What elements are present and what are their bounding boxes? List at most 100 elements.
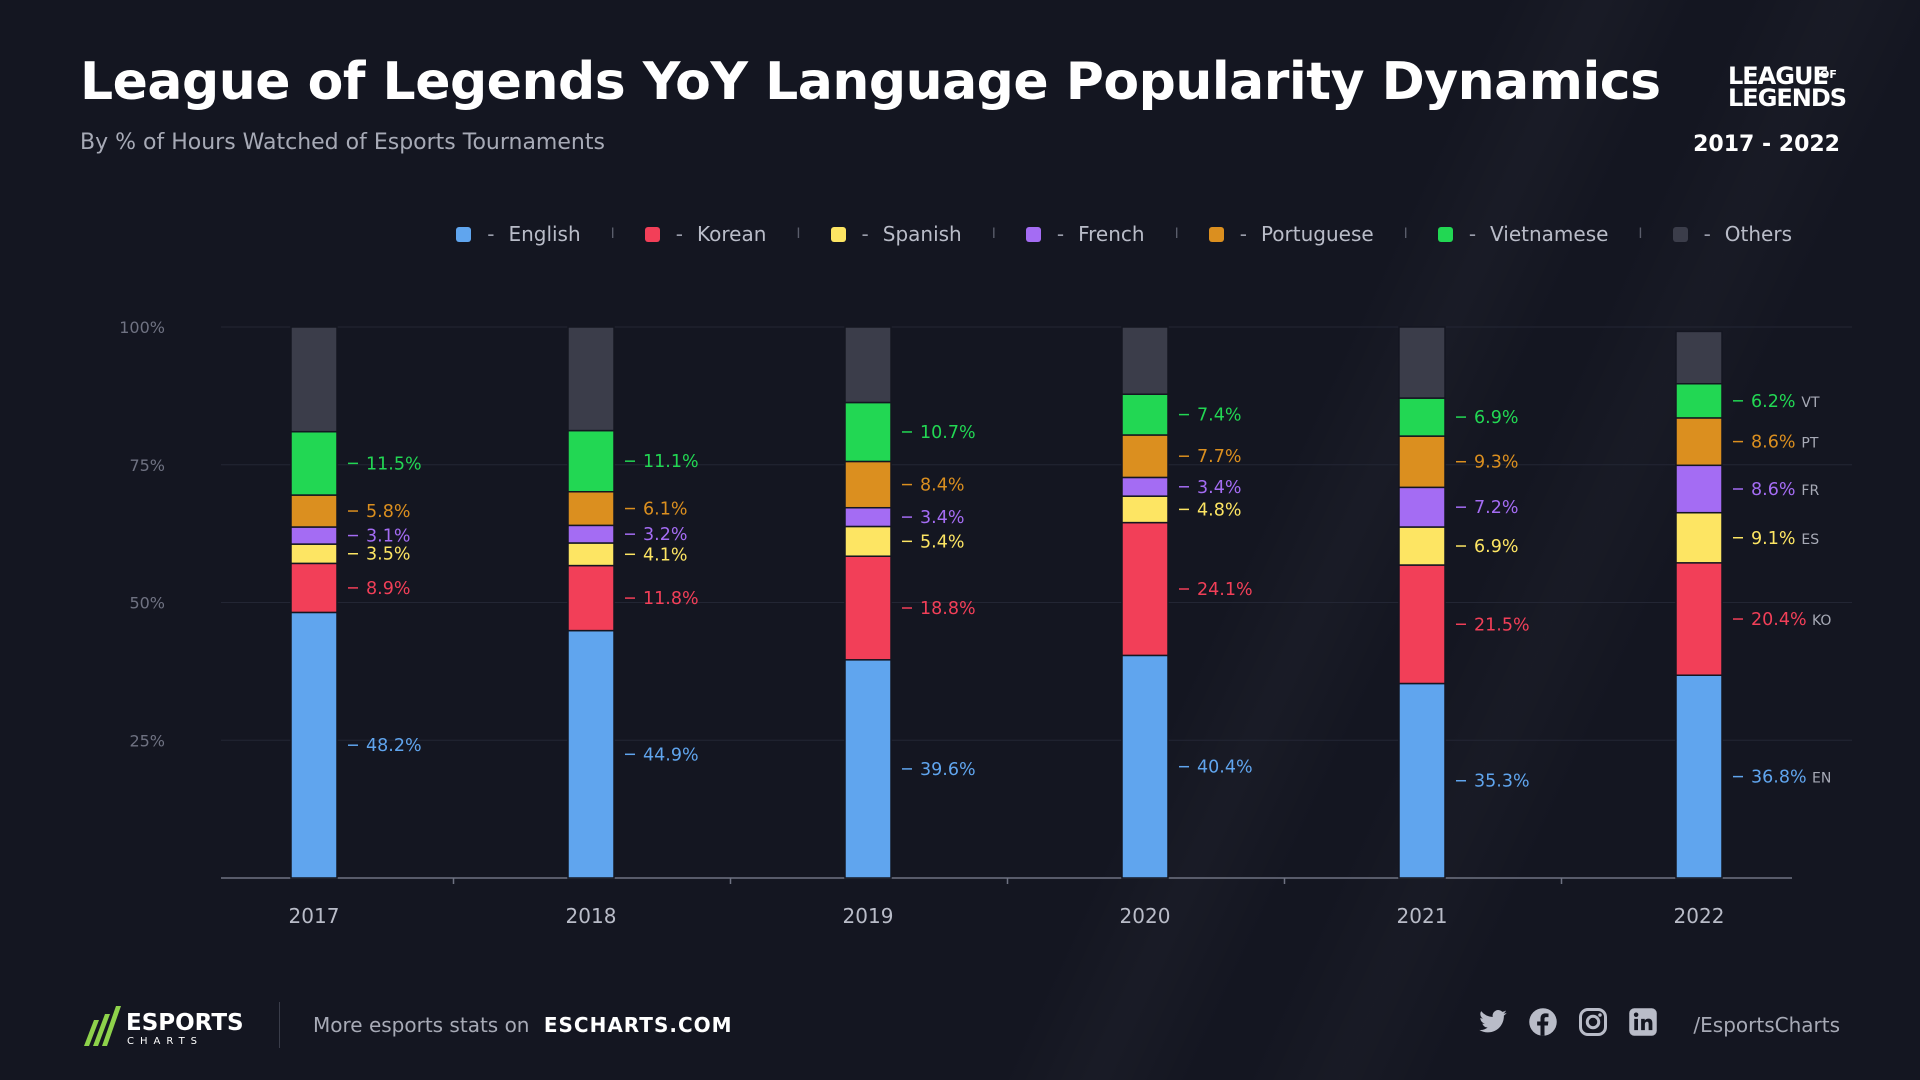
- legend-swatch: [1437, 226, 1453, 242]
- footer-promo: More esports stats on ESCHARTS.COM: [313, 1013, 733, 1037]
- data-label: 9.3%: [1474, 453, 1518, 473]
- logo-of: OF: [1820, 68, 1837, 81]
- twitter-icon[interactable]: [1478, 1007, 1508, 1037]
- bar-segment-others-2021: [1398, 326, 1446, 399]
- bar-segment-french-2021: [1398, 486, 1446, 528]
- linkedin-icon[interactable]: [1628, 1007, 1658, 1037]
- bar-segment-spanish-2022: [1675, 511, 1723, 564]
- bar-segment-vietnamese-2017: [290, 430, 338, 496]
- data-label: 5.8%: [366, 502, 410, 522]
- series-abbr-label: ES: [1801, 532, 1819, 548]
- social-links: [1478, 1007, 1658, 1037]
- legend-dash: -: [861, 222, 869, 246]
- bar-segment-english-2019: [844, 659, 892, 879]
- legend-item-korean: - Korean: [644, 222, 766, 246]
- data-label: 7.4%: [1197, 406, 1241, 426]
- legend-item-english: - English: [456, 222, 581, 246]
- chart-subtitle: By % of Hours Watched of Esports Tournam…: [80, 130, 605, 155]
- social-handle[interactable]: /EsportsCharts: [1693, 1013, 1840, 1037]
- legend-separator: I: [796, 226, 801, 242]
- legend-dash: -: [1056, 222, 1065, 246]
- bar-segment-portuguese-2022: [1675, 417, 1723, 467]
- legend-label: Portuguese: [1260, 222, 1374, 246]
- x-tick-label: 2022: [1674, 904, 1725, 928]
- bar-segment-spanish-2017: [290, 543, 338, 565]
- period-label: 2017 - 2022: [1693, 132, 1840, 157]
- data-label: 7.2%: [1474, 498, 1518, 518]
- bar-segment-french-2017: [290, 526, 338, 545]
- bar-segment-english-2020: [1121, 654, 1169, 879]
- instagram-icon[interactable]: [1578, 1007, 1608, 1037]
- logo-mark-stroke-3: [102, 1006, 121, 1046]
- bar-segment-french-2020: [1121, 476, 1169, 497]
- footer-site-link[interactable]: ESCHARTS.COM: [543, 1013, 733, 1037]
- facebook-icon[interactable]: [1528, 1007, 1558, 1037]
- chart-legend: - English I - Korean I - Spanish I - French I - Portu…: [456, 222, 1792, 246]
- legend-item-spanish: - Spanish: [830, 222, 962, 246]
- x-tick-label: 2019: [843, 904, 894, 928]
- legend-swatch: [1208, 226, 1224, 242]
- bar-segment-others-2022: [1675, 330, 1723, 385]
- bar-segment-korean-2021: [1398, 564, 1446, 685]
- logo-mark-stroke-1: [84, 1020, 99, 1046]
- data-label: 8.6%: [1751, 433, 1795, 453]
- bar-segment-spanish-2019: [844, 525, 892, 557]
- data-label: 4.1%: [643, 545, 687, 565]
- footer-text: More esports stats on: [313, 1013, 530, 1037]
- bar-segment-vietnamese-2018: [567, 429, 615, 493]
- data-label: 6.9%: [1474, 537, 1518, 557]
- bar-segment-english-2022: [1675, 674, 1723, 879]
- data-label: 11.5%: [366, 454, 422, 474]
- bar-segment-portuguese-2020: [1121, 434, 1169, 479]
- data-label: 11.8%: [643, 589, 699, 609]
- y-tick-label: 25%: [129, 731, 165, 750]
- bar-segment-others-2020: [1121, 326, 1169, 395]
- data-label: 36.8%: [1751, 768, 1807, 788]
- x-tick-label: 2021: [1397, 904, 1448, 928]
- logo-line1: LEAGUE: [1728, 62, 1829, 90]
- data-label: 40.4%: [1197, 758, 1253, 778]
- legend-swatch: [644, 226, 660, 242]
- data-label: 21.5%: [1474, 615, 1530, 635]
- data-label: 8.6%: [1751, 480, 1795, 500]
- legend-item-french: - French: [1025, 222, 1145, 246]
- x-tick-label: 2020: [1120, 904, 1171, 928]
- bar-segment-english-2018: [567, 629, 615, 879]
- legend-item-others: - Others: [1672, 222, 1792, 246]
- legend-swatch: [830, 226, 846, 242]
- data-label: 8.4%: [920, 476, 964, 496]
- legend-separator: I: [1174, 226, 1179, 242]
- data-label: 11.1%: [643, 452, 699, 472]
- legend-dash: -: [1239, 222, 1247, 246]
- data-label: 3.2%: [643, 525, 687, 545]
- data-label: 7.7%: [1197, 447, 1241, 467]
- legend-label: Spanish: [882, 222, 962, 246]
- legend-label: French: [1078, 222, 1145, 246]
- bar-segment-spanish-2021: [1398, 526, 1446, 566]
- bar-segment-vietnamese-2022: [1675, 383, 1723, 419]
- data-label: 6.9%: [1474, 408, 1518, 428]
- bar-segment-english-2017: [290, 611, 338, 879]
- bar-segment-korean-2019: [844, 555, 892, 661]
- data-label: 24.1%: [1197, 580, 1253, 600]
- data-label: 35.3%: [1474, 772, 1530, 792]
- series-abbr-label: KO: [1812, 613, 1831, 629]
- data-label: 5.4%: [920, 532, 964, 552]
- bar-segment-others-2018: [567, 326, 615, 432]
- legend-dash: -: [675, 222, 684, 246]
- esports-charts-logo: ESPORTS CHARTS: [84, 1006, 244, 1047]
- y-tick-label: 75%: [129, 456, 165, 475]
- chart-title: League of Legends YoY Language Popularit…: [80, 52, 1661, 112]
- bar-segment-vietnamese-2021: [1398, 397, 1446, 437]
- series-abbr-label: FR: [1801, 483, 1819, 499]
- logo-charts-text: CHARTS: [127, 1036, 203, 1047]
- legend-separator: I: [610, 226, 615, 242]
- bar-segment-spanish-2018: [567, 542, 615, 567]
- legend-item-portuguese: - Portuguese: [1208, 222, 1374, 246]
- logo-line2: LEGENDS: [1728, 84, 1847, 112]
- y-tick-label: 50%: [129, 594, 165, 613]
- y-tick-label: 100%: [119, 318, 165, 337]
- bar-segment-spanish-2020: [1121, 495, 1169, 524]
- data-label: 3.1%: [366, 527, 410, 547]
